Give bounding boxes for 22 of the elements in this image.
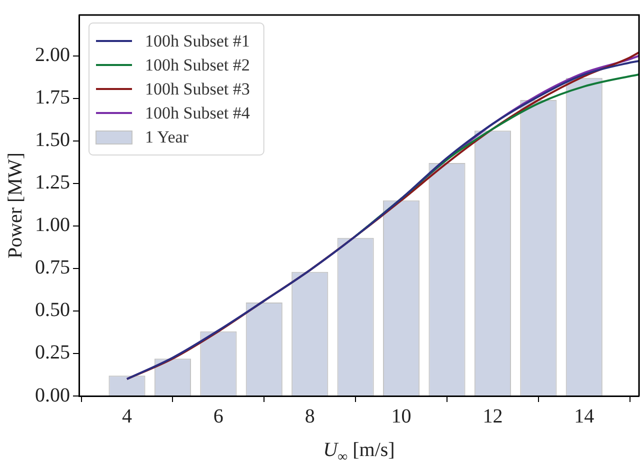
y-tick-label: 0.25 (35, 342, 70, 364)
legend-label: 100h Subset #4 (145, 103, 250, 122)
y-tick-label: 1.00 (35, 214, 70, 236)
x-tick-label: 4 (122, 405, 132, 428)
y-tick-label: 0.00 (35, 384, 70, 406)
y-tick-label: 1.50 (35, 129, 70, 152)
x-tick-label: 12 (482, 405, 503, 428)
x-tick-label: 8 (304, 405, 315, 428)
x-tick-label: 10 (391, 405, 412, 428)
y-tick-label: 0.50 (35, 299, 70, 322)
x-tick-label: 6 (213, 405, 224, 428)
x-axis-title: U∞ [m/s] (323, 439, 395, 464)
legend-label: 100h Subset #1 (145, 31, 250, 50)
y-tick-label: 2.00 (35, 44, 70, 66)
legend-label: 100h Subset #3 (145, 79, 250, 98)
x-tick-label: 14 (574, 405, 594, 428)
y-axis-title: Power [MW] (4, 152, 26, 259)
y-tick-label: 1.25 (35, 172, 70, 194)
y-tick-label: 0.75 (35, 256, 70, 279)
legend-label: 1 Year (145, 127, 189, 146)
legend-label: 100h Subset #2 (145, 55, 250, 74)
y-tick-label: 1.75 (35, 86, 70, 109)
